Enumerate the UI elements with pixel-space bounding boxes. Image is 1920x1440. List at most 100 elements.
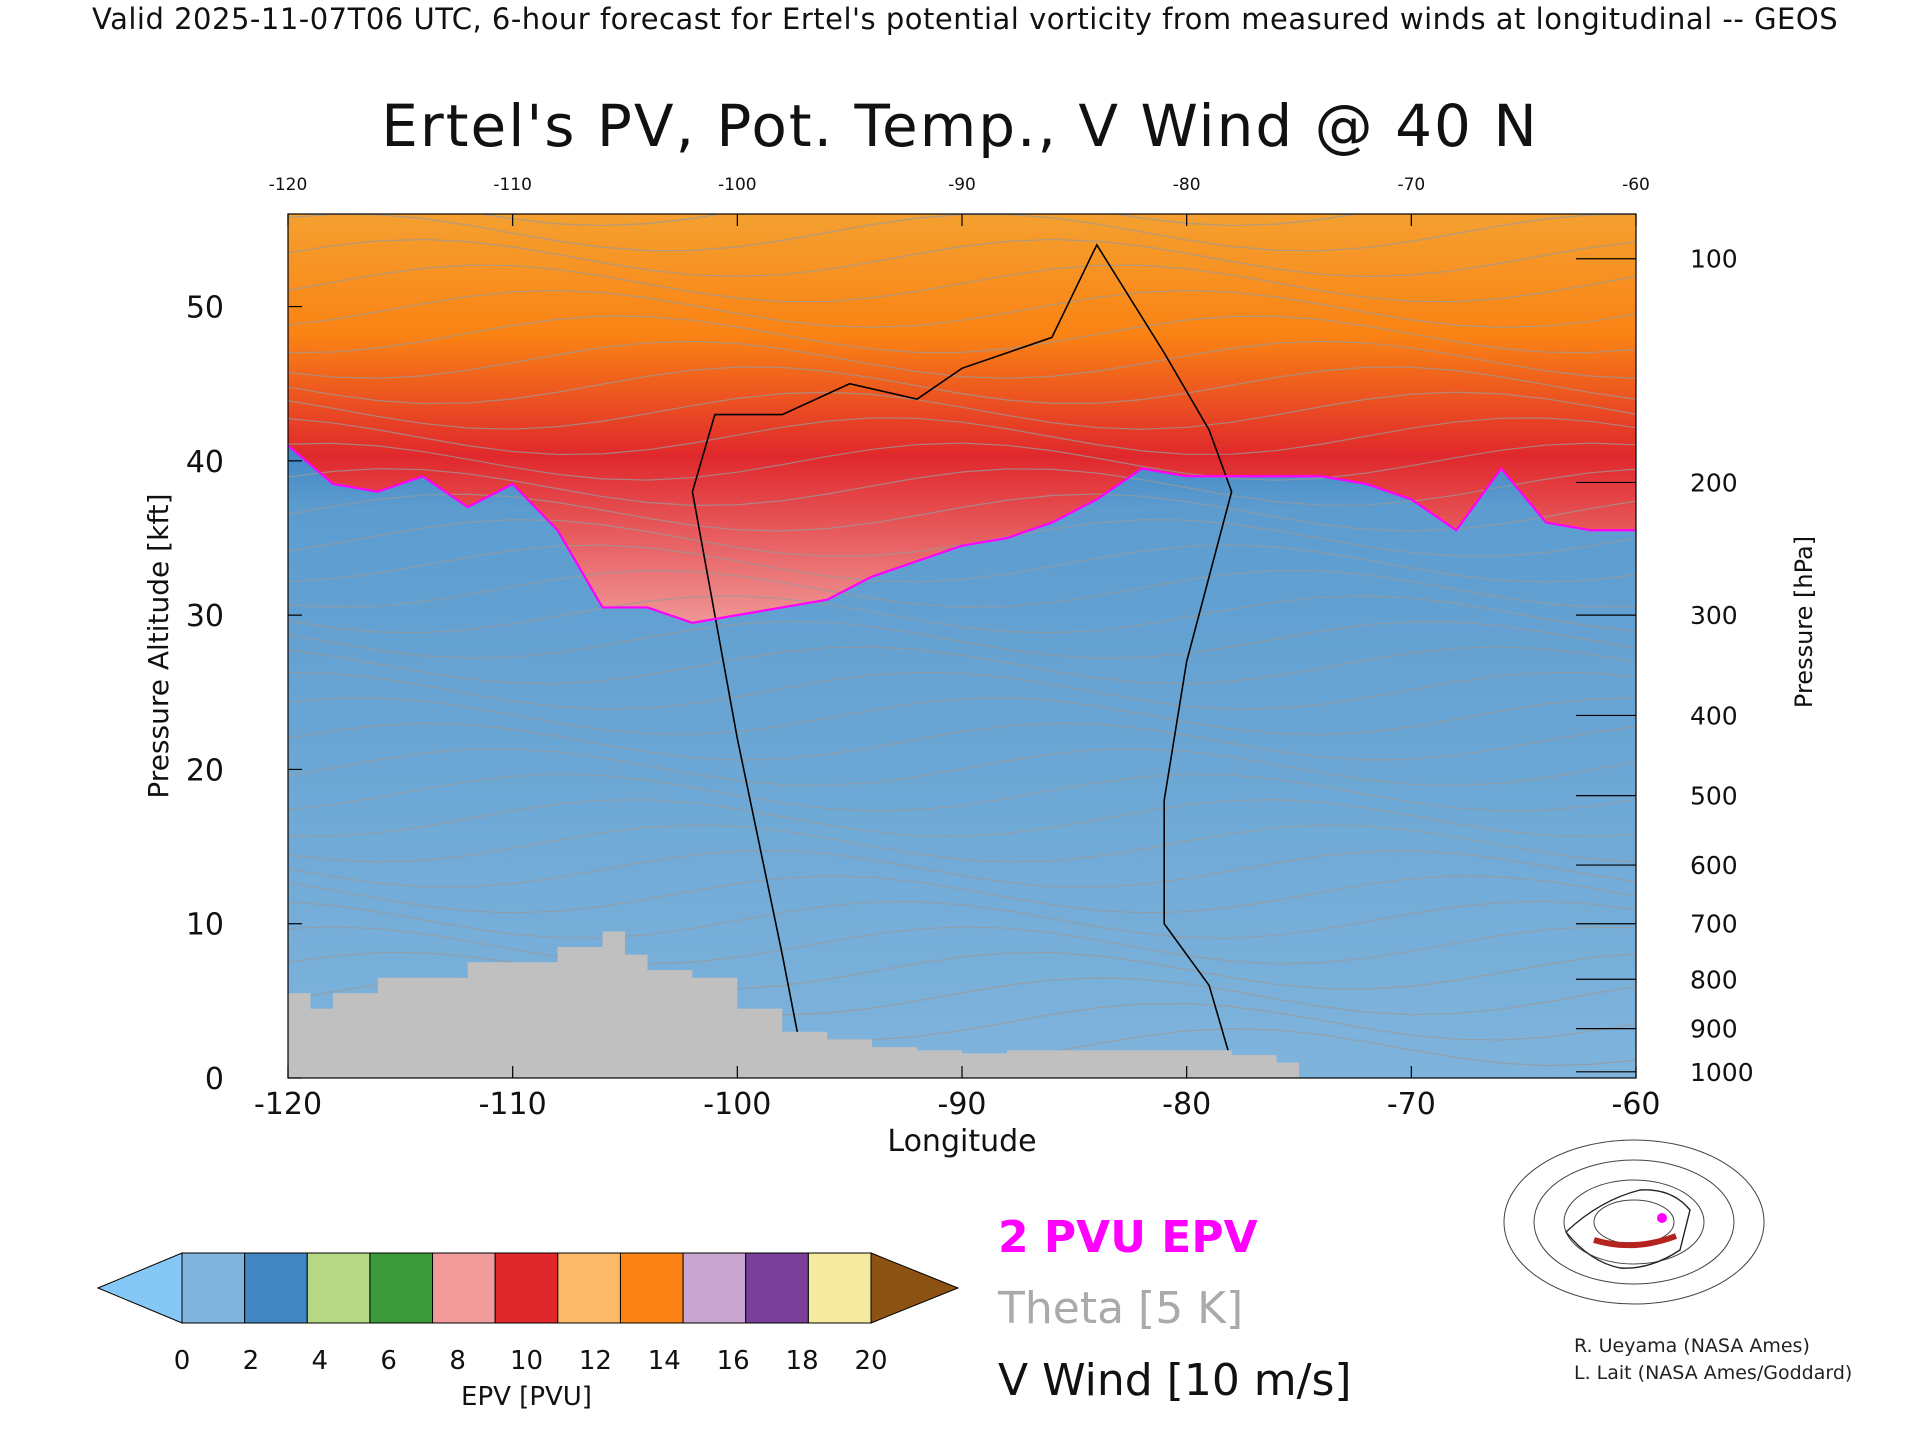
- theta-contour: [288, 900, 1636, 939]
- credit-line-2: L. Lait (NASA Ames/Goddard): [1574, 1362, 1853, 1384]
- colorbar-segment: [807, 1252, 872, 1324]
- theta-contour: [288, 442, 1636, 481]
- colorbar-tick-label: 6: [380, 1346, 397, 1376]
- pressure-tick-label: 100: [1690, 245, 1738, 274]
- colorbar-over-arrow: [870, 1252, 960, 1324]
- colorbar-tick-label: 14: [648, 1346, 681, 1376]
- chart-title: Ertel's PV, Pot. Temp., V Wind @ 40 N: [381, 92, 1539, 160]
- map-coastline: [1565, 1189, 1691, 1269]
- x-tick-label-top: -80: [1173, 175, 1201, 195]
- pressure-tick-label: 500: [1690, 782, 1738, 811]
- y-tick-label: 20: [186, 753, 224, 788]
- legend-theta: Theta [5 K]: [998, 1283, 1244, 1334]
- theta-contour: [288, 849, 1636, 888]
- pressure-tick-label: 300: [1690, 601, 1738, 630]
- troposphere-field: [288, 445, 1636, 1078]
- theta-contour: [288, 697, 1636, 736]
- colorbar-tick-label: 12: [579, 1346, 612, 1376]
- x-tick-label: -90: [938, 1087, 987, 1122]
- x-tick-label: -110: [479, 1087, 547, 1122]
- theta-contour: [288, 238, 1636, 278]
- x-tick-label-top: -90: [948, 175, 976, 195]
- pressure-tick-label: 200: [1690, 468, 1738, 497]
- x-tick-label-top: -60: [1622, 175, 1650, 195]
- colorbar-tick-label: 18: [786, 1346, 819, 1376]
- theta-contour: [288, 722, 1636, 761]
- theta-contour: [288, 391, 1636, 430]
- x-tick-label: -100: [703, 1087, 771, 1122]
- locator-map: [1536, 1148, 1732, 1296]
- y-tick-label: 50: [186, 291, 224, 326]
- pressure-tick-label: 1000: [1690, 1058, 1754, 1087]
- header-valid-text: Valid 2025-11-07T06 UTC, 6-hour forecast…: [92, 2, 1839, 36]
- theta-contour: [288, 340, 1636, 379]
- map-section-line: [1593, 1233, 1678, 1249]
- colorbar-segment: [745, 1252, 809, 1324]
- theta-contour: [288, 646, 1636, 685]
- legend-2pvu-epv: 2 PVU EPV: [998, 1212, 1258, 1263]
- x-tick-label-top: -70: [1397, 175, 1425, 195]
- x-tick-label-top: -110: [493, 175, 532, 195]
- colorbar-under-arrow: [96, 1252, 183, 1324]
- colorbar-tick-label: 16: [717, 1346, 750, 1376]
- colorbar-tick-label: 0: [174, 1346, 191, 1376]
- y-tick-label: 40: [186, 445, 224, 480]
- y-tick-label: 0: [205, 1062, 224, 1097]
- theta-contour: [288, 315, 1636, 354]
- theta-contour: [288, 824, 1636, 863]
- colorbar-segment: [181, 1252, 246, 1324]
- legend-v-wind: V Wind [10 m/s]: [998, 1355, 1352, 1406]
- x-axis-label: Longitude: [887, 1124, 1036, 1159]
- colorbar-segment: [682, 1252, 747, 1324]
- y-tick-label: 10: [186, 908, 224, 943]
- pressure-tick-label: 700: [1690, 910, 1738, 939]
- colorbar-segment: [306, 1252, 371, 1324]
- colorbar-segment: [244, 1252, 308, 1324]
- map-graticule: [1503, 1139, 1765, 1305]
- v-wind-contour: [691, 243, 1233, 1071]
- credit-line-1: R. Ueyama (NASA Ames): [1574, 1335, 1810, 1357]
- x-tick-label-top: -120: [269, 175, 308, 195]
- pressure-tick-label: 600: [1690, 851, 1738, 880]
- theta-contour: [288, 264, 1636, 303]
- map-graticule: [1533, 1159, 1735, 1285]
- y-axis-label-right: Pressure [hPa]: [1790, 536, 1818, 708]
- colorbar-segment: [432, 1252, 496, 1324]
- colorbar-segment: [557, 1252, 621, 1324]
- colorbar-tick-label: 8: [449, 1346, 466, 1376]
- theta-contour: [288, 799, 1636, 838]
- theta-contour: [288, 671, 1636, 710]
- theta-contour: [288, 773, 1636, 812]
- colorbar-tick-label: 2: [243, 1346, 260, 1376]
- colorbar-tick-label: 4: [312, 1346, 329, 1376]
- colorbar-label: EPV [PVU]: [461, 1382, 592, 1412]
- colorbar-tick-label: 10: [510, 1346, 543, 1376]
- y-tick-label: 30: [186, 599, 224, 634]
- map-graticule: [1563, 1179, 1705, 1265]
- pressure-tick-label: 800: [1690, 965, 1738, 994]
- theta-contour: [288, 620, 1636, 659]
- theta-contour: [288, 569, 1636, 608]
- x-tick-label: -70: [1387, 1087, 1436, 1122]
- theta-contour: [288, 748, 1636, 787]
- x-tick-label: -60: [1612, 1087, 1661, 1122]
- map-marker: [1657, 1213, 1667, 1223]
- theta-contour: [288, 493, 1636, 532]
- theta-contour: [288, 926, 1636, 965]
- theta-contour: [288, 289, 1636, 328]
- colorbar-segment: [369, 1252, 434, 1324]
- theta-contour: [288, 417, 1636, 456]
- theta-contour: [288, 468, 1636, 507]
- pressure-tick-label: 900: [1690, 1015, 1738, 1044]
- colorbar-segment: [619, 1252, 684, 1324]
- x-tick-label-top: -100: [718, 175, 757, 195]
- y-axis-label-left: Pressure Altitude [kft]: [142, 493, 175, 798]
- x-tick-label: -80: [1162, 1087, 1211, 1122]
- theta-contour: [288, 875, 1636, 914]
- colorbar-segment: [494, 1252, 559, 1324]
- pvu-2-contour: [288, 444, 1636, 624]
- theta-contour: [288, 595, 1636, 634]
- colorbar-tick-label: 20: [854, 1346, 887, 1376]
- pressure-tick-label: 400: [1690, 701, 1738, 730]
